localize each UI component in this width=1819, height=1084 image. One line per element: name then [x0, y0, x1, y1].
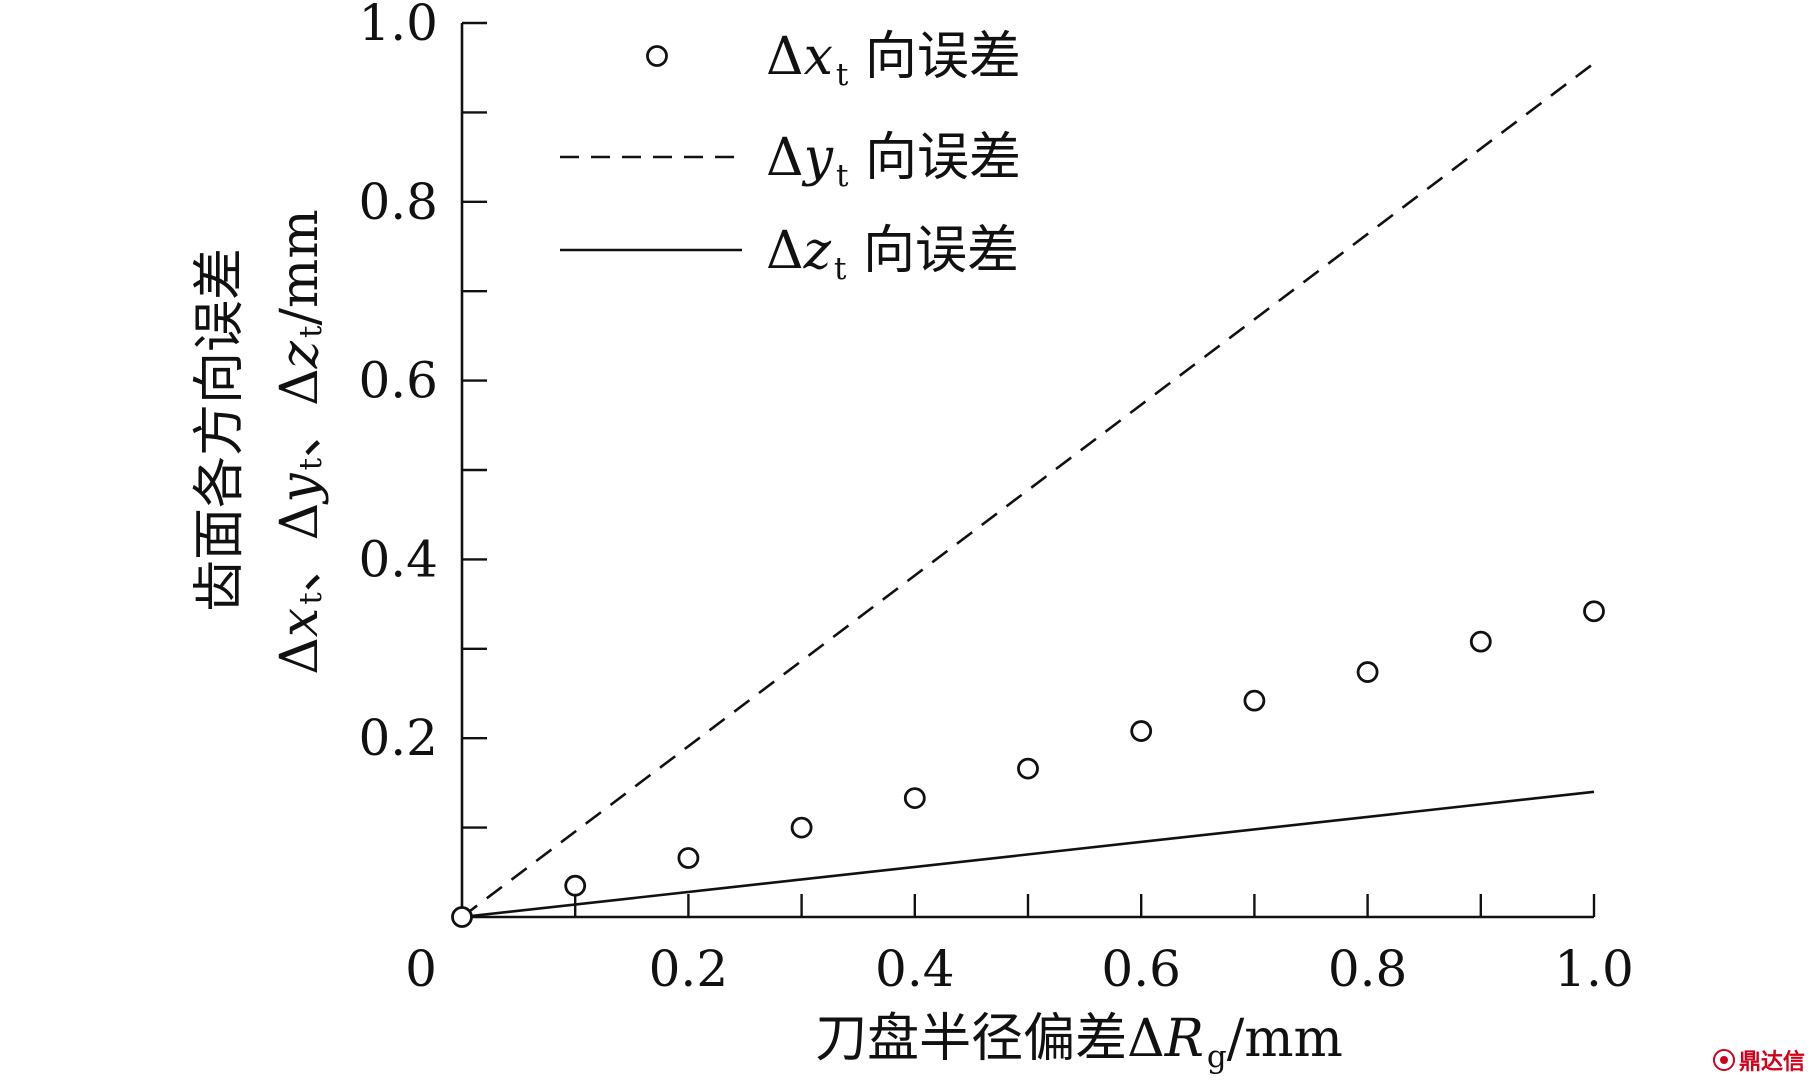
- y-axis-label-line2-part-8: t: [293, 325, 329, 338]
- legend-dz-label: Δzt 向误差: [766, 221, 1019, 287]
- y-tick-label: 1.0: [358, 0, 438, 52]
- x-tick-label: 0.2: [649, 940, 729, 998]
- watermark-logo-icon: [1712, 1049, 1735, 1071]
- x-axis-label-part-3: g: [1207, 1039, 1227, 1075]
- y-axis-label-line2-part-6: 、Δ: [270, 368, 330, 458]
- watermark: 鼎达信: [1712, 1044, 1805, 1076]
- legend-dy-label-part-0: Δ: [766, 128, 804, 188]
- axes: 0.2 0.4 0.6 0.8 1.0 0.2 0.4 0.6 0.8 1.0 0: [358, 0, 1633, 998]
- dx-marker-point: [1130, 720, 1153, 742]
- dx-marker-point: [564, 874, 587, 897]
- y-axis-label-line2-part-5: t: [293, 457, 329, 470]
- y-axis-label-line2: Δxt、Δyt、Δzt/mm: [270, 209, 330, 674]
- legend-dx-label: Δxt 向误差: [766, 27, 1021, 93]
- y-tick-label: 0.6: [358, 352, 438, 410]
- series-layer: [451, 62, 1605, 928]
- legend-dz-label-part-3: 向误差: [846, 221, 1019, 281]
- legend-dx-label-part-3: 向误差: [848, 27, 1021, 87]
- legend-dz-label-part-2: t: [834, 251, 847, 287]
- legend-dy-label-part-3: 向误差: [848, 128, 1021, 188]
- legend-dy-label-part-2: t: [836, 158, 849, 194]
- y-tick-label: 0.8: [358, 173, 438, 231]
- legend-dz-label-part-1: z: [803, 221, 832, 281]
- x-axis-label: 刀盘半径偏差ΔRg/mm: [815, 1009, 1343, 1075]
- x-axis-label-part-0: 刀盘半径偏差: [815, 1009, 1127, 1069]
- legend-dx-label-part-0: Δ: [766, 27, 804, 87]
- x-tick-label: 0.8: [1328, 940, 1408, 998]
- legend-dx-label-part-2: t: [836, 57, 849, 93]
- x-tick-label: 0.4: [875, 940, 955, 998]
- y-axis-label-line2-part-2: t: [293, 592, 329, 605]
- y-axis-label-line1: 齿面各方向误差: [190, 248, 250, 612]
- watermark-text: 鼎达信: [1738, 1050, 1805, 1075]
- x-tick-label: 0.6: [1101, 940, 1181, 998]
- dx-marker-point: [790, 816, 813, 839]
- dx-marker-point: [1243, 689, 1266, 712]
- y-tick-label: 0.2: [358, 709, 438, 767]
- y-axis-label-line1-part-0: 齿面各方向误差: [190, 248, 250, 612]
- origin-label: 0: [405, 940, 437, 998]
- y-tick-label: 0.4: [358, 530, 438, 588]
- y-axis-label-line2-part-4: y: [270, 473, 330, 505]
- x-axis-label-part-1: Δ: [1127, 1009, 1165, 1069]
- dx-marker-point: [1469, 630, 1492, 653]
- x-axis-label-part-4: /mm: [1227, 1009, 1343, 1069]
- dx-marker-point: [1017, 757, 1039, 780]
- x-tick-label: 1.0: [1554, 940, 1634, 998]
- y-axis-label-line2-part-0: Δ: [270, 637, 330, 675]
- legend-dz-label-part-0: Δ: [766, 221, 804, 281]
- legend-dy-label-part-1: y: [802, 128, 834, 188]
- y-axis-label-line2-part-1: x: [270, 608, 330, 637]
- dx-marker-point: [1356, 661, 1379, 683]
- y-axis-label-line2-part-3: 、Δ: [270, 503, 330, 593]
- dx-marker-point: [451, 906, 473, 928]
- dz-series-line: [461, 790, 1595, 919]
- dx-marker-point: [903, 787, 926, 809]
- dx-marker-point: [677, 847, 700, 869]
- legend-dy-label: Δyt 向误差: [766, 128, 1021, 194]
- dy-series-line: [461, 62, 1595, 919]
- legend-dx-label-part-1: x: [804, 27, 833, 87]
- legend-dx-marker: [646, 45, 668, 67]
- y-axis-label-line2-part-7: z: [270, 340, 330, 369]
- x-axis-label-part-2: R: [1164, 1009, 1204, 1069]
- dx-marker-point: [1583, 600, 1605, 623]
- y-axis-label-line2-part-9: /mm: [270, 209, 330, 325]
